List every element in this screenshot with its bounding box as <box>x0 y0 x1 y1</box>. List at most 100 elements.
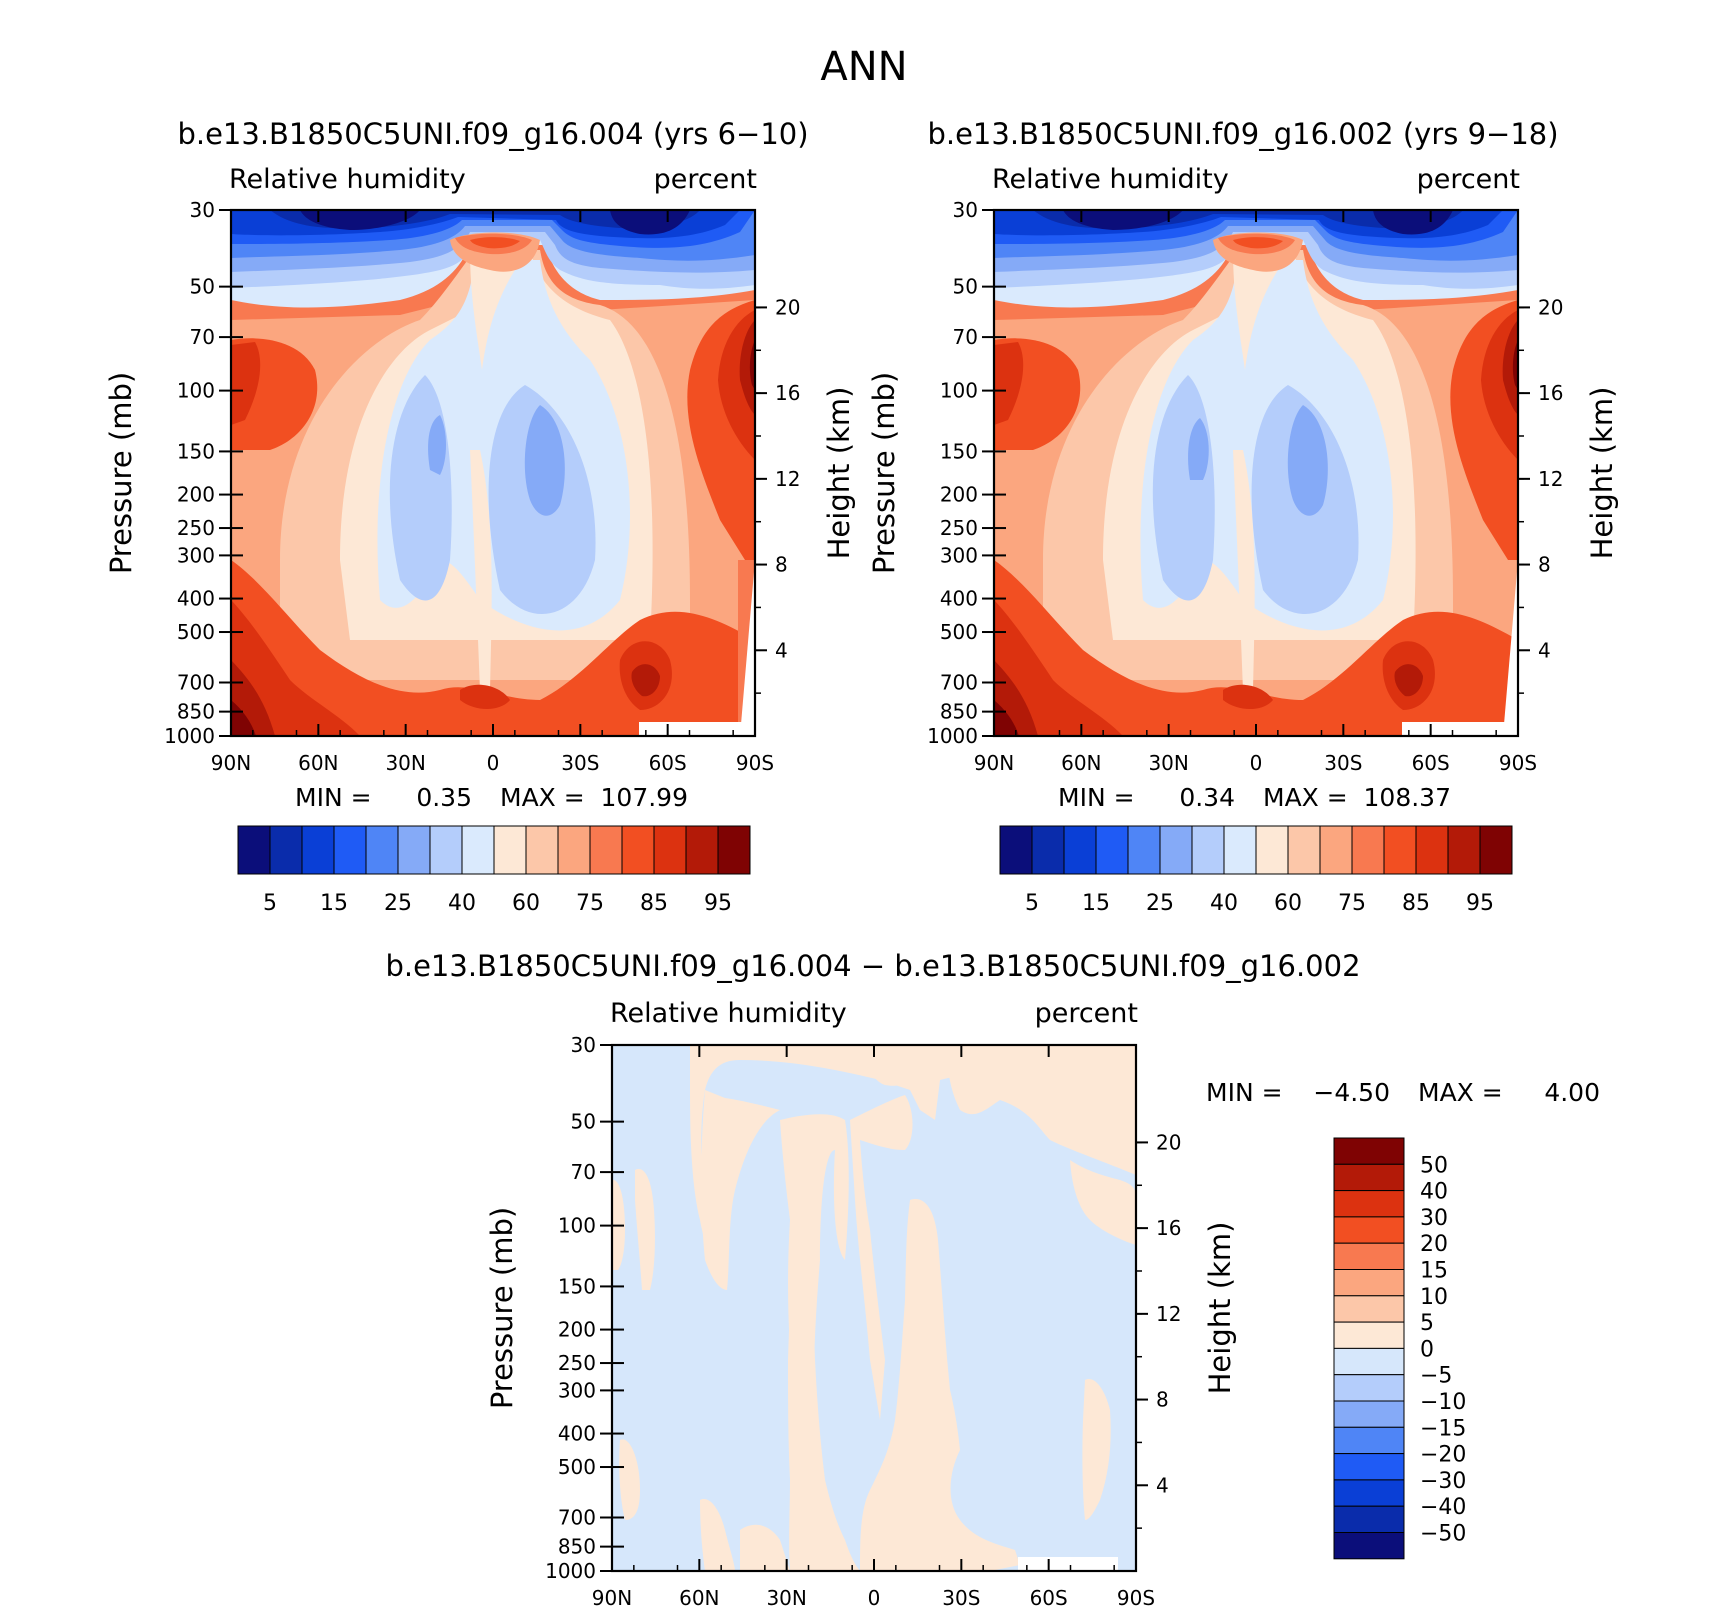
colorbar: 5 15 25 40 60 75 85 95 <box>237 825 751 916</box>
colorbar-label: 15 <box>320 891 348 916</box>
colorbar-swatch <box>461 825 495 875</box>
y2-tick-label: 12 <box>1538 467 1563 491</box>
y-tick-label: 300 <box>177 543 215 567</box>
y-tick-label: 850 <box>558 1535 596 1559</box>
colorbar-swatch <box>589 825 623 875</box>
y-axis-label: Pressure (mb) <box>485 1207 519 1409</box>
colorbar-swatch <box>365 825 399 875</box>
colorbar-label: 40 <box>448 891 476 916</box>
y-tick-label: 70 <box>190 325 215 349</box>
colorbar-label: 30 <box>1420 1206 1448 1231</box>
max-label: MAX = <box>1418 1078 1503 1107</box>
y-tick-label: 1000 <box>164 724 215 748</box>
y-axis-label: Pressure (mb) <box>104 372 138 574</box>
colorbar-swatch <box>397 825 431 875</box>
colorbar-swatch <box>1333 1137 1405 1165</box>
contour-fill <box>231 210 755 736</box>
right-subtitle: percent <box>1417 164 1520 195</box>
colorbar-swatch <box>1191 825 1225 875</box>
y-tick-label: 100 <box>940 379 978 403</box>
y2-tick-label: 20 <box>1538 295 1563 319</box>
colorbar-label: −20 <box>1420 1443 1466 1468</box>
x-tick-label: 90N <box>974 751 1014 775</box>
x-tick-label: 30S <box>561 751 599 775</box>
panel-title: b.e13.B1850C5UNI.f09_g16.004 (yrs 6−10) <box>177 117 808 151</box>
colorbar-swatch <box>1127 825 1161 875</box>
colorbar-label: −30 <box>1420 1469 1466 1494</box>
y-tick-label: 250 <box>177 516 215 540</box>
y-tick-label: 200 <box>940 483 978 507</box>
colorbar-swatch <box>1333 1347 1405 1376</box>
y-tick-label: 400 <box>558 1422 596 1446</box>
y-tick-label: 700 <box>558 1505 596 1529</box>
x-tick-label: 30N <box>1148 751 1188 775</box>
min-label: MIN = <box>1058 783 1135 812</box>
y2-tick-label: 20 <box>1156 1130 1181 1154</box>
y2-tick-label: 12 <box>1156 1302 1181 1326</box>
x-tick-label: 30S <box>942 1586 980 1606</box>
colorbar: 5 15 25 40 60 75 85 95 <box>999 825 1513 916</box>
y2-tick-label: 4 <box>1156 1473 1169 1497</box>
colorbar-swatch <box>1479 825 1513 875</box>
colorbar-swatch <box>1319 825 1353 875</box>
colorbar-label: 10 <box>1420 1285 1448 1310</box>
y-tick-label: 500 <box>177 620 215 644</box>
colorbar-label: 5 <box>1025 891 1039 916</box>
x-tick-label: 30N <box>766 1586 806 1606</box>
y-tick-label: 150 <box>940 439 978 463</box>
min-value: 0.35 <box>416 783 472 812</box>
colorbar-swatch <box>1333 1321 1405 1349</box>
y2-axis-label: Height (km) <box>1585 387 1619 560</box>
y2-tick-label: 16 <box>1538 381 1563 405</box>
colorbar-label: −40 <box>1420 1495 1466 1520</box>
colorbar-swatch <box>301 825 335 875</box>
y2-axis-label: Height (km) <box>1203 1222 1237 1395</box>
contour-fill <box>612 1045 1136 1571</box>
colorbar-label: 95 <box>704 891 732 916</box>
max-label: MAX = <box>500 783 585 812</box>
colorbar-swatch <box>717 825 751 875</box>
colorbar-swatch <box>1223 825 1257 875</box>
y-tick-label: 30 <box>953 198 978 222</box>
colorbar-label: 85 <box>640 891 668 916</box>
y-tick-label: 300 <box>558 1378 596 1402</box>
left-subtitle: Relative humidity <box>992 164 1229 195</box>
x-tick-label: 60S <box>649 751 687 775</box>
panel-title: b.e13.B1850C5UNI.f09_g16.002 (yrs 9−18) <box>927 117 1558 151</box>
x-tick-label: 30S <box>1324 751 1362 775</box>
x-tick-label: 90N <box>211 751 251 775</box>
colorbar-swatch <box>1383 825 1417 875</box>
x-tick-label: 0 <box>1250 751 1263 775</box>
colorbar-swatch <box>1333 1374 1405 1402</box>
y-tick-label: 850 <box>940 700 978 724</box>
colorbar-label: −10 <box>1420 1390 1466 1415</box>
y-tick-label: 300 <box>940 543 978 567</box>
y-tick-label: 200 <box>558 1318 596 1342</box>
colorbar-label: 5 <box>1420 1311 1434 1336</box>
axes: 90N 60N 30N 0 30S 60S 90S 30 50 70 100 150 200 250 300… <box>545 1033 1181 1606</box>
colorbar-swatch <box>1333 1532 1405 1560</box>
y-tick-label: 400 <box>177 587 215 611</box>
max-value: 107.99 <box>601 783 688 812</box>
colorbar-swatch <box>1333 1190 1405 1218</box>
y-tick-label: 50 <box>953 275 978 299</box>
y-tick-label: 100 <box>558 1214 596 1238</box>
x-tick-label: 90S <box>736 751 774 775</box>
panel-run-004: b.e13.B1850C5UNI.f09_g16.004 (yrs 6−10) … <box>104 117 856 916</box>
colorbar-label: 95 <box>1466 891 1494 916</box>
max-value: 4.00 <box>1544 1078 1600 1107</box>
colorbar-swatch <box>237 825 271 875</box>
y2-tick-label: 12 <box>775 467 800 491</box>
colorbar-swatch <box>557 825 591 875</box>
y-tick-label: 250 <box>940 516 978 540</box>
colorbar-label: 60 <box>512 891 540 916</box>
colorbar-swatch <box>333 825 367 875</box>
min-value: 0.34 <box>1179 783 1235 812</box>
colorbar-label: 20 <box>1420 1232 1448 1257</box>
axes: 90N 60N 30N 0 30S 60S 90S 30 50 70 100 150 200 250 300… <box>927 198 1563 775</box>
colorbar-label: 50 <box>1420 1153 1448 1178</box>
axes: 90N 60N 30N 0 30S 60S 90S 30 50 70 100 150 200 250 300… <box>164 198 800 775</box>
colorbar-swatch <box>1333 1295 1405 1323</box>
